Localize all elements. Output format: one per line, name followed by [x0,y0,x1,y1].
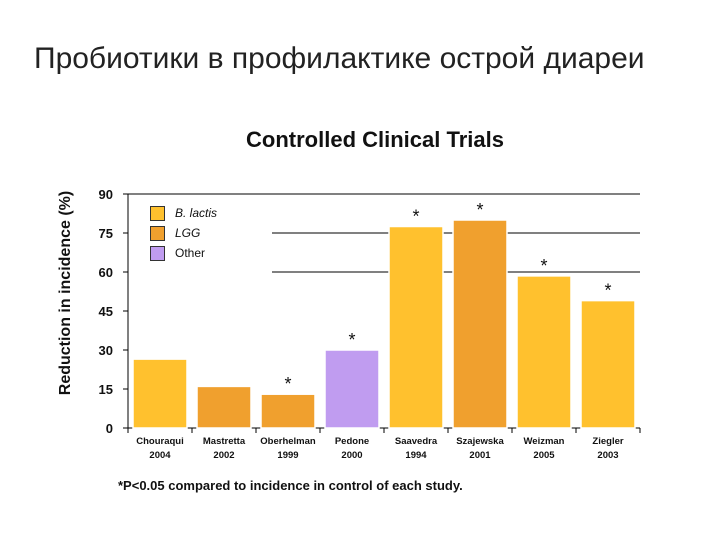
legend-swatch-other [150,245,165,261]
significance-marker: * [412,207,419,227]
y-tick-label: 15 [99,382,113,397]
x-tick-label: Chouraqui [136,436,184,447]
y-tick-label: 75 [99,226,113,241]
x-tick-label: Weizman [523,436,564,447]
legend-label-other: Other [175,246,206,260]
legend-item-lgg: LGG [150,223,217,243]
significance-marker: * [476,200,483,220]
x-tick-label-year: 1999 [277,450,298,461]
bar [132,358,188,429]
legend-item-other: Other [150,243,217,263]
bar [324,349,380,429]
bar [260,393,316,429]
x-tick-label: Pedone [335,436,369,447]
x-tick-label-year: 2005 [533,450,555,461]
significance-marker: * [348,330,355,350]
legend-label-lgg: LGG [175,226,201,240]
bar [580,299,636,429]
significance-marker: * [540,256,547,276]
significance-marker: * [284,374,291,394]
chart-title: Controlled Clinical Trials [246,127,504,152]
x-tick-label-year: 2001 [469,450,491,461]
bar [516,275,572,429]
x-tick-label: Ziegler [592,436,623,447]
x-tick-label: Saavedra [395,436,438,447]
x-tick-label-year: 2000 [341,450,362,461]
x-tick-label: Mastretta [203,436,246,447]
legend-swatch-b-lactis [150,205,165,221]
y-tick-label: 45 [99,304,113,319]
x-tick-label-year: 2002 [213,450,234,461]
y-tick-label: 60 [99,265,113,280]
x-tick-label-year: 2004 [149,450,171,461]
y-tick-label: 90 [99,187,113,202]
x-tick-label-year: 2003 [597,450,618,461]
x-tick-label: Oberhelman [260,436,316,447]
bar [388,225,444,429]
x-tick-label-year: 1994 [405,450,427,461]
slide-title: Пробиотики в профилактике острой диареи [34,42,645,75]
y-tick-label: 0 [106,421,113,436]
footnote: *P<0.05 compared to incidence in control… [118,478,463,493]
x-tick-label: Szajewska [456,436,504,447]
legend-item-b-lactis: B. lactis [150,203,217,223]
legend-swatch-lgg [150,225,165,241]
y-tick-label: 30 [99,343,113,358]
significance-marker: * [604,281,611,301]
bar [196,385,252,429]
legend-label-b-lactis: B. lactis [175,206,218,220]
legend: B. lactis LGG Other [150,203,217,263]
bar [452,219,508,429]
